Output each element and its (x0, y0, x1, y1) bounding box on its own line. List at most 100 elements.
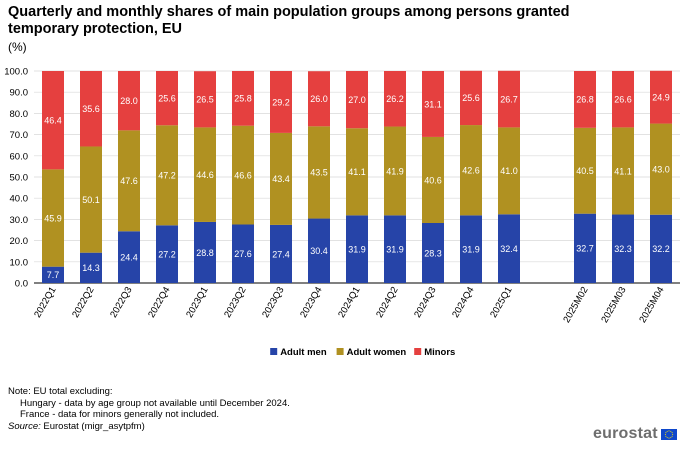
y-tick-label: 10.0 (10, 257, 29, 268)
legend-swatch (336, 348, 344, 355)
bar-segment-adult-women (422, 136, 444, 224)
data-label: 41.1 (348, 167, 366, 177)
data-label: 46.4 (44, 115, 62, 125)
bar-segment-adult-women (118, 130, 140, 232)
x-axis-tick-labels: 2022Q1 2022Q2 2022Q3 2022Q4 2023Q1 2023Q2 2023… (32, 285, 666, 325)
x-tick-label: 2025Q1 (488, 285, 514, 320)
data-label: 27.6 (234, 249, 252, 259)
flag-star (668, 429, 670, 431)
bar-segment-adult-women (460, 125, 482, 216)
data-label: 25.6 (462, 93, 480, 103)
legend-label: Minors (424, 347, 455, 358)
bar-segment-adult-men (118, 231, 140, 283)
data-label: 14.3 (82, 263, 100, 273)
bar-segment-adult-women (156, 125, 178, 226)
bar-segment-minors (156, 71, 178, 126)
y-tick-label: 60.0 (10, 151, 29, 162)
bar-segment-minors (232, 71, 254, 126)
bar-segment-minors (498, 70, 520, 128)
legend-swatch (270, 348, 278, 355)
source-label: Source: (8, 420, 41, 432)
bar-segment-minors (384, 71, 406, 127)
data-label: 43.5 (310, 168, 328, 178)
source-text: Eurostat (migr_asytpfm) (40, 420, 145, 432)
bar-segment-minors (308, 71, 330, 127)
eu-flag-icon (660, 428, 677, 440)
y-tick-label: 70.0 (10, 130, 29, 141)
data-label: 47.6 (120, 176, 138, 186)
unit-label: (%) (8, 40, 27, 54)
note-line-hungary: Hungary - data by age group not availabl… (20, 397, 290, 409)
y-tick-label: 40.0 (10, 194, 29, 205)
bar-segment-minors (346, 71, 368, 129)
flag-star (664, 433, 666, 435)
bar-segment-adult-women (384, 126, 406, 216)
data-label: 27.4 (272, 249, 290, 259)
data-label: 41.9 (386, 166, 404, 176)
x-tick-label: 2025M02 (561, 285, 590, 325)
data-label: 32.3 (614, 244, 632, 254)
y-tick-label: 90.0 (10, 88, 29, 99)
bar-segment-minors (118, 71, 140, 131)
bar-segment-adult-women (80, 146, 102, 253)
x-tick-label: 2022Q2 (70, 285, 96, 320)
x-tick-label: 2024Q4 (450, 285, 476, 320)
x-tick-label: 2022Q1 (32, 285, 58, 320)
bar-segment-adult-women (346, 128, 368, 216)
data-label: 27.0 (348, 95, 366, 105)
y-axis-tick-labels: 0.0 10.0 20.0 30.0 40.0 50.0 60.0 70.0 80.0 90.0 1… (4, 67, 28, 290)
x-tick-label: 2024Q2 (374, 285, 400, 320)
notes-heading: Note: EU total excluding: (8, 386, 113, 397)
data-label: 41.0 (500, 166, 518, 176)
flag-star (669, 430, 672, 432)
y-tick-label: 80.0 (10, 109, 29, 120)
data-label: 43.0 (652, 164, 670, 174)
legend: Adult men Adult women Minors (270, 347, 455, 358)
data-label: 26.7 (500, 94, 518, 104)
data-label: 40.6 (424, 175, 442, 185)
legend-label: Adult men (280, 347, 327, 358)
y-tick-label: 30.0 (10, 215, 29, 226)
flag-star (665, 435, 667, 437)
bar-segment-adult-men (384, 215, 406, 283)
bar-segment-adult-men (612, 214, 634, 283)
legend-swatch (414, 348, 422, 355)
data-label: 26.6 (614, 94, 632, 104)
x-tick-label: 2024Q1 (336, 285, 362, 320)
bar-segment-adult-women (232, 125, 254, 225)
x-tick-label: 2023Q1 (184, 285, 210, 320)
bar-stacks: 7.7 45.9 46.4 14.3 50.1 35.6 24.4 47.6 28.0 27.2 4… (42, 70, 672, 283)
bar-segment-minors (42, 71, 64, 170)
flag-star (666, 436, 668, 438)
bar-segment-adult-men (308, 218, 330, 283)
data-label: 7.7 (47, 270, 60, 280)
x-tick-label: 2023Q2 (222, 285, 248, 320)
data-label: 32.2 (652, 244, 670, 254)
eurostat-logo: eurostat (593, 425, 677, 443)
bar-segment-adult-men (156, 225, 178, 283)
data-label: 47.2 (158, 171, 176, 181)
data-label: 32.4 (500, 244, 518, 254)
data-label: 28.3 (424, 248, 442, 258)
notes-block: Note: EU total excluding: Hungary - data… (8, 386, 290, 432)
data-label: 26.0 (310, 94, 328, 104)
bar-segment-adult-men (460, 215, 482, 283)
x-tick-label: 2023Q4 (298, 285, 324, 320)
bar-segment-minors (80, 71, 102, 147)
bar-segment-adult-women (612, 127, 634, 215)
chart-title: Quarterly and monthly shares of main pop… (8, 4, 570, 37)
eurostat-wordmark: eurostat (593, 425, 658, 442)
data-label: 50.1 (82, 195, 100, 205)
data-label: 31.9 (348, 244, 366, 254)
data-label: 43.4 (272, 174, 290, 184)
x-tick-label: 2022Q3 (108, 285, 134, 320)
flag-star (671, 435, 673, 437)
bar-segment-adult-women (270, 132, 292, 225)
bar-segment-minors (612, 71, 634, 128)
bar-segment-minors (460, 70, 482, 126)
data-label: 35.6 (82, 104, 100, 114)
flag-star (666, 430, 668, 432)
stacked-bar-chart: 0.0 10.0 20.0 30.0 40.0 50.0 60.0 70.0 80.0 90.0 1… (4, 67, 680, 358)
source-line: Source: Eurostat (migr_asytpfm) (8, 421, 290, 433)
bar-segment-adult-women (574, 127, 596, 214)
